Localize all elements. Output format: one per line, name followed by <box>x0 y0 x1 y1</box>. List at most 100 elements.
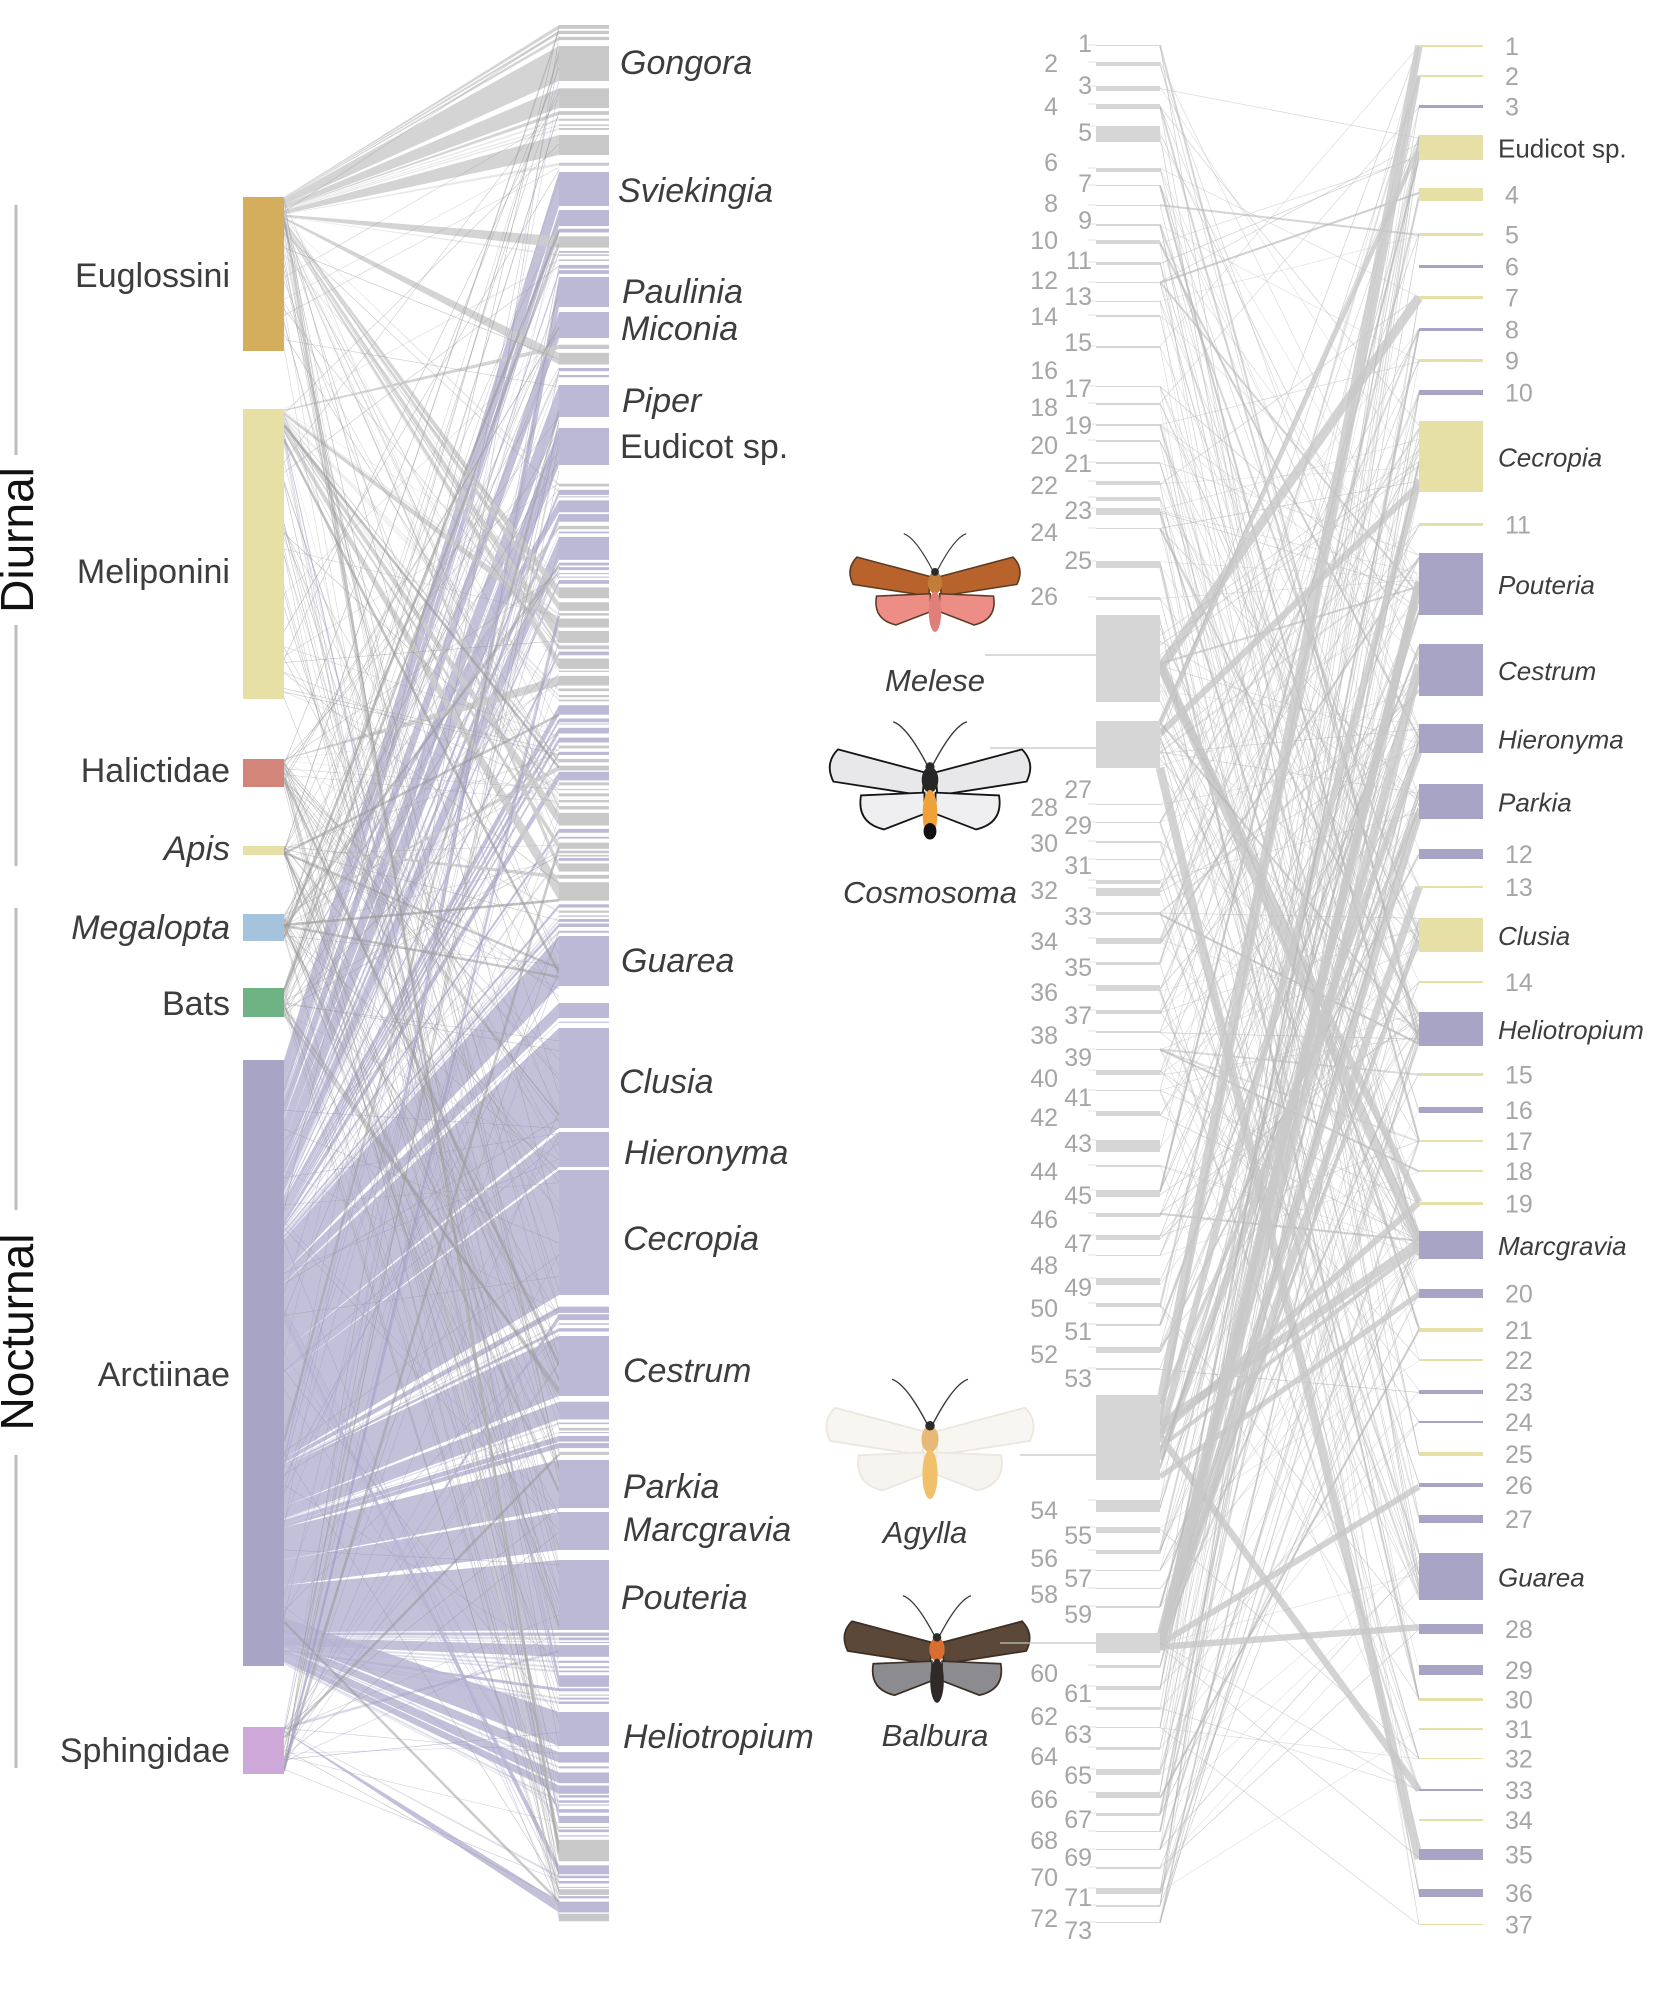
link-band <box>284 251 559 1098</box>
link-line <box>283 294 560 1091</box>
moth-plant-link <box>1159 1727 1420 1760</box>
moth-plant-link <box>1159 523 1420 749</box>
moth-node-22 <box>1096 497 1160 501</box>
moth-node-21 <box>1096 481 1160 485</box>
moth-plant-link <box>1159 1294 1420 1590</box>
moth-node-31 <box>1096 880 1160 884</box>
link-line <box>283 768 560 790</box>
plant-node <box>559 270 609 274</box>
plant-node <box>559 567 609 571</box>
moth-number-49: 49 <box>1064 1274 1092 1302</box>
plant-node <box>559 1809 609 1813</box>
plant-number-7: 7 <box>1505 285 1519 313</box>
moth-node-39 <box>1096 1049 1160 1050</box>
link-line <box>283 1421 560 1735</box>
link-line <box>283 851 560 981</box>
plant-node <box>559 514 609 522</box>
plant-label-sviekingia: Sviekingia <box>618 172 773 210</box>
link-line <box>283 853 560 1893</box>
plant-node <box>559 1875 609 1879</box>
link-line <box>282 926 561 1492</box>
moth-number-1: 1 <box>1078 30 1092 58</box>
link-line <box>283 937 560 1319</box>
plant-label-parkia: Parkia <box>623 1468 719 1506</box>
moth-node-54 <box>1096 1500 1160 1512</box>
plant-node <box>559 1427 609 1431</box>
link-line <box>283 429 560 917</box>
moth-plant-link <box>1159 587 1420 1510</box>
plant-number-23: 23 <box>1505 1379 1533 1407</box>
link-line <box>283 231 560 1356</box>
moth-number-60: 60 <box>1030 1660 1058 1688</box>
link-line <box>283 1239 560 1909</box>
plant-node <box>559 1800 609 1803</box>
moth-node-30 <box>1096 859 1160 860</box>
link-line <box>283 1632 560 1762</box>
plant-label-heliotropium: Heliotropium <box>1498 1015 1644 1045</box>
moth-node-43 <box>1096 1140 1160 1152</box>
plant-node <box>559 277 609 307</box>
moth-number-63: 63 <box>1064 1721 1092 1749</box>
plant-node-clusia <box>1419 918 1483 952</box>
plant-node-26 <box>1419 1483 1483 1487</box>
link-line <box>283 771 560 1362</box>
plant-node <box>559 1435 609 1442</box>
link-band <box>284 1647 559 1769</box>
plant-number-20: 20 <box>1505 1281 1533 1309</box>
moth-number-57: 57 <box>1064 1565 1092 1593</box>
link-line <box>283 213 560 631</box>
moth-plant-link <box>1159 1040 1420 1850</box>
link-band <box>284 1649 559 1784</box>
plant-number-32: 32 <box>1505 1746 1533 1774</box>
moth-number-50: 50 <box>1030 1295 1058 1323</box>
moth-plant-link <box>1159 1139 1420 1894</box>
link-line <box>283 786 560 1876</box>
plant-number-17: 17 <box>1505 1128 1533 1156</box>
link-line <box>283 672 560 884</box>
plant-node <box>559 259 609 262</box>
link-line <box>283 246 560 1566</box>
plant-node <box>559 915 609 917</box>
moth-plant-link <box>1159 143 1420 283</box>
link-band <box>284 1730 559 1879</box>
moth-plant-link <box>1159 150 1420 1149</box>
moth-number-29: 29 <box>1064 812 1092 840</box>
moth-number-40: 40 <box>1030 1065 1058 1093</box>
thorax <box>921 766 939 793</box>
link-line <box>283 67 560 766</box>
moth-plant-link <box>1159 315 1420 1455</box>
moth-plant-link <box>1157 145 1422 725</box>
moth-plant-link <box>1159 560 1420 753</box>
moth-node-27 <box>1096 804 1160 805</box>
link-line <box>282 229 561 939</box>
plant-node <box>559 496 609 498</box>
plant-node <box>559 694 609 698</box>
link-line <box>283 974 560 1478</box>
moth-plant-link <box>1159 1624 1420 1651</box>
plant-node <box>559 1829 609 1833</box>
moth-node-25 <box>1096 561 1160 568</box>
moth-plant-link <box>1159 157 1420 244</box>
moth-plant-link <box>1158 1291 1421 1479</box>
moth-node-67 <box>1096 1813 1160 1816</box>
moth-number-31: 31 <box>1064 852 1092 880</box>
plant-node <box>559 1815 609 1823</box>
plant-node <box>559 613 609 616</box>
plant-node-25 <box>1419 1452 1483 1456</box>
moth-plant-link <box>1159 1304 1420 1630</box>
link-line <box>283 818 560 1595</box>
moth-plant-link <box>1159 424 1420 1360</box>
moth-plant-link <box>1159 191 1420 284</box>
moth-number-71: 71 <box>1064 1884 1092 1912</box>
link-band <box>284 426 559 901</box>
plant-node <box>559 782 609 786</box>
abdomen <box>930 1658 944 1703</box>
plant-node <box>559 228 609 233</box>
moth-node-5 <box>1096 126 1160 142</box>
plant-label-guarea: Guarea <box>621 942 734 980</box>
link-line <box>283 1128 560 1244</box>
link-line <box>283 1362 560 1753</box>
link-line <box>283 1606 560 1814</box>
plant-label-clusia: Clusia <box>619 1063 713 1101</box>
moth-plant-link <box>1159 1566 1420 1814</box>
